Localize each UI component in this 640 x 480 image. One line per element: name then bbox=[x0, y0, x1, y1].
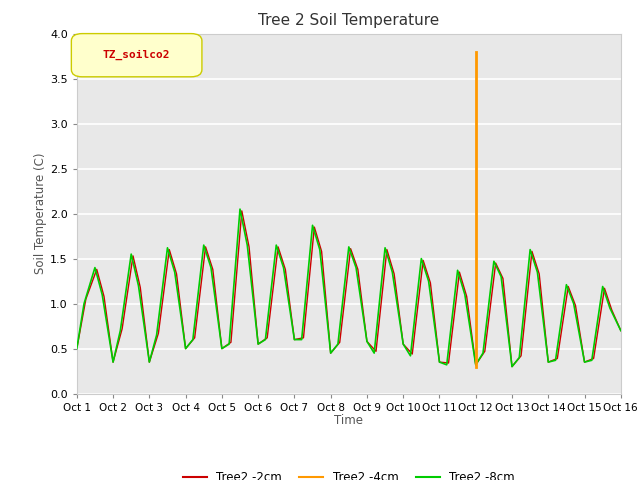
Tree2 -8cm bbox=[182, 346, 189, 351]
Tree2 -8cm bbox=[236, 206, 244, 212]
Tree2 -2cm bbox=[73, 346, 81, 351]
Tree2 -8cm bbox=[73, 346, 81, 351]
Tree2 -2cm bbox=[617, 328, 625, 334]
Tree2 -8cm bbox=[406, 353, 414, 359]
Line: Tree2 -2cm: Tree2 -2cm bbox=[77, 211, 621, 367]
Tree2 -8cm bbox=[563, 282, 570, 288]
Tree2 -2cm bbox=[564, 284, 572, 289]
Tree2 -2cm bbox=[508, 364, 516, 370]
Tree2 -8cm bbox=[200, 242, 207, 248]
Title: Tree 2 Soil Temperature: Tree 2 Soil Temperature bbox=[258, 13, 440, 28]
Tree2 -2cm bbox=[202, 244, 209, 250]
Legend: Tree2 -2cm, Tree2 -4cm, Tree2 -8cm: Tree2 -2cm, Tree2 -4cm, Tree2 -8cm bbox=[178, 466, 520, 480]
Tree2 -2cm bbox=[408, 351, 416, 357]
FancyBboxPatch shape bbox=[72, 34, 202, 77]
Tree2 -2cm bbox=[274, 244, 282, 250]
Tree2 -8cm bbox=[617, 328, 625, 334]
Tree2 -8cm bbox=[508, 364, 516, 370]
X-axis label: Time: Time bbox=[334, 414, 364, 427]
Line: Tree2 -8cm: Tree2 -8cm bbox=[77, 209, 621, 367]
Tree2 -2cm bbox=[182, 346, 189, 351]
Tree2 -8cm bbox=[273, 242, 280, 248]
Tree2 -2cm bbox=[372, 348, 380, 354]
Tree2 -8cm bbox=[371, 350, 378, 356]
Text: TZ_soilco2: TZ_soilco2 bbox=[103, 50, 170, 60]
Tree2 -2cm bbox=[238, 208, 246, 214]
Y-axis label: Soil Temperature (C): Soil Temperature (C) bbox=[35, 153, 47, 275]
